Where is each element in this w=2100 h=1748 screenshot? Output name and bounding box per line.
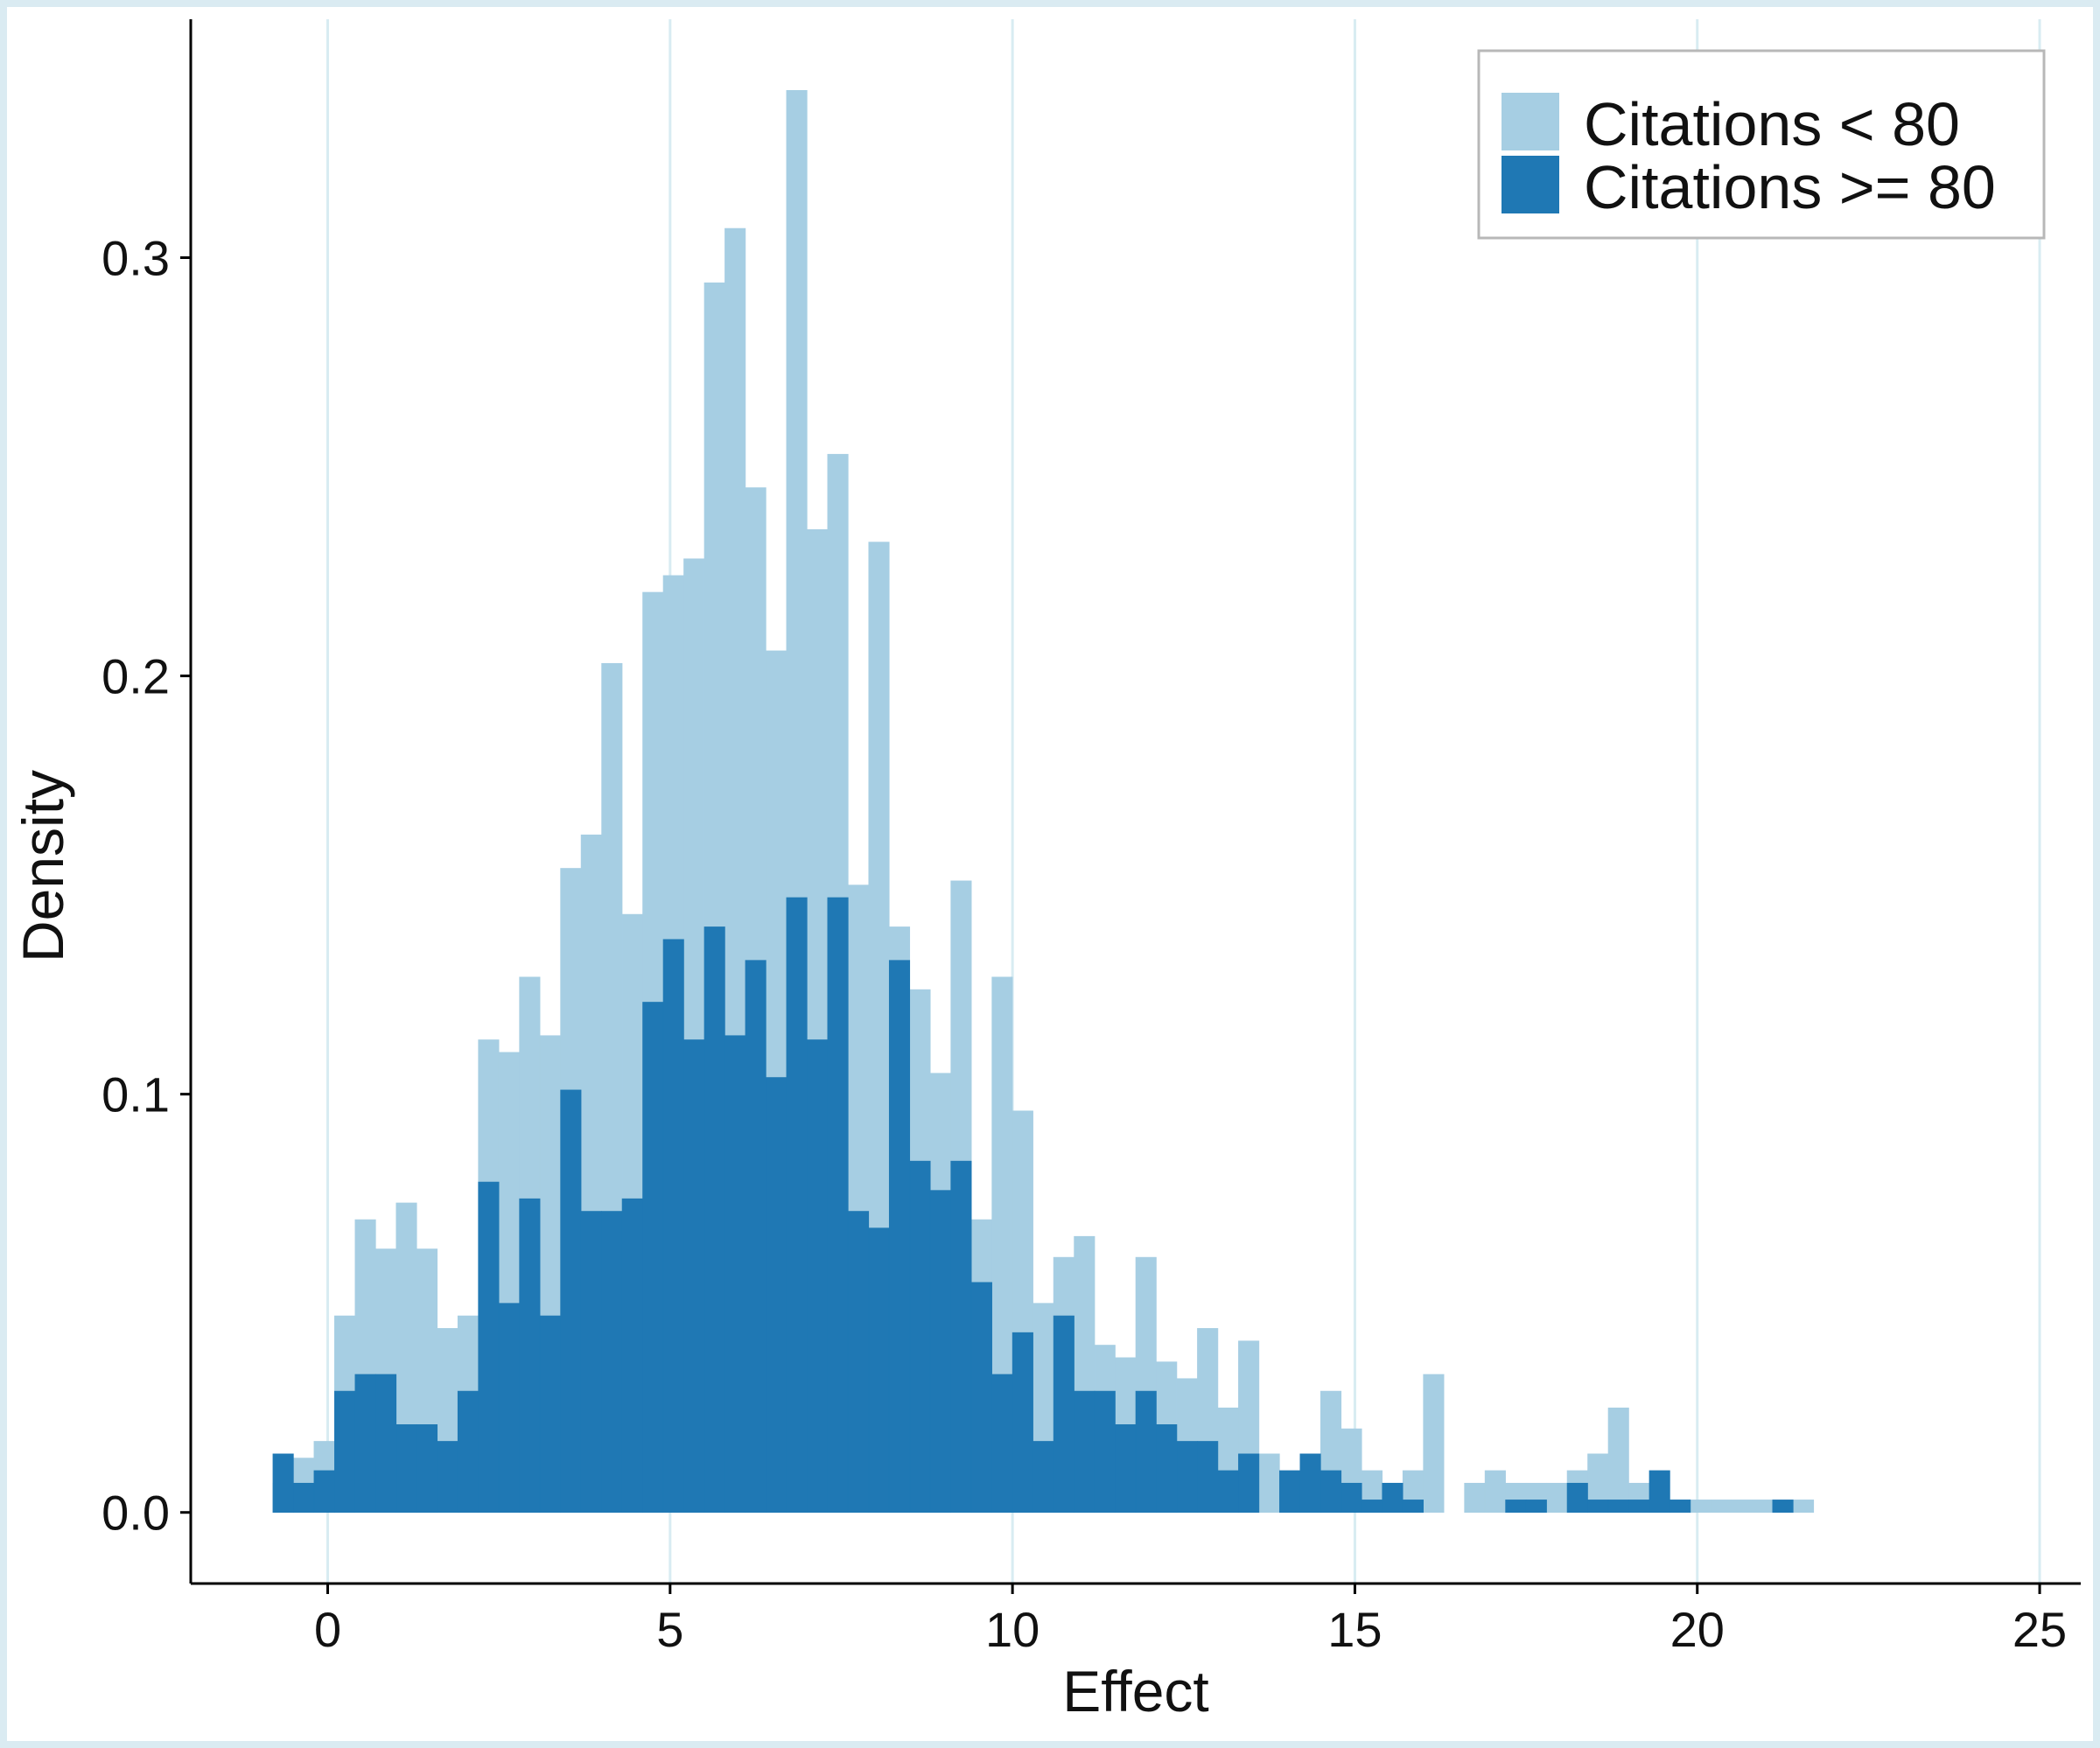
bar-citations-ge-80-51 bbox=[1320, 1470, 1342, 1514]
bar-citations-ge-80-46 bbox=[1217, 1470, 1239, 1514]
bar-citations-ge-80-25 bbox=[786, 897, 808, 1514]
bar-citations-ge-80-27 bbox=[827, 897, 849, 1514]
bar-citations-ge-80-28 bbox=[847, 1211, 870, 1514]
legend-label-citations-ge-80: Citations >= 80 bbox=[1584, 153, 1996, 221]
bar-citations-ge-80-23 bbox=[745, 960, 766, 1514]
bar-citations-ge-80-12 bbox=[519, 1198, 541, 1514]
bar-citations-ge-80-73 bbox=[1772, 1500, 1794, 1514]
bar-citations-ge-80-22 bbox=[724, 1035, 746, 1514]
bar-citations-ge-80-13 bbox=[539, 1315, 561, 1514]
bar-citations-ge-80-7 bbox=[416, 1424, 438, 1514]
bar-citations-ge-80-10 bbox=[478, 1181, 500, 1514]
bar-citations-lt-80-70 bbox=[1711, 1500, 1732, 1514]
x-tick-label-25: 25 bbox=[2012, 1602, 2067, 1657]
bar-citations-ge-80-41 bbox=[1115, 1424, 1137, 1514]
y-tick-label-0: 0.0 bbox=[102, 1486, 170, 1541]
bar-citations-ge-80-61 bbox=[1525, 1500, 1547, 1514]
x-tick-label-0: 0 bbox=[314, 1602, 341, 1657]
bar-citations-ge-80-55 bbox=[1402, 1500, 1424, 1514]
bar-citations-ge-80-17 bbox=[621, 1198, 643, 1514]
legend-swatch-citations-ge-80 bbox=[1502, 156, 1559, 213]
bar-citations-ge-80-52 bbox=[1340, 1482, 1362, 1514]
bar-citations-ge-80-39 bbox=[1074, 1390, 1096, 1514]
bar-citations-lt-80-58 bbox=[1464, 1482, 1486, 1514]
bar-citations-lt-80-65 bbox=[1607, 1407, 1629, 1514]
bar-citations-ge-80-26 bbox=[807, 1039, 829, 1514]
legend-label-citations-lt-80: Citations < 80 bbox=[1584, 90, 1960, 158]
bar-citations-ge-80-68 bbox=[1670, 1500, 1691, 1514]
bar-citations-ge-80-40 bbox=[1094, 1390, 1116, 1514]
bar-citations-ge-80-47 bbox=[1238, 1453, 1260, 1514]
bar-citations-ge-80-33 bbox=[950, 1160, 972, 1514]
bar-citations-ge-80-65 bbox=[1607, 1500, 1629, 1514]
series-citations-ge-80 bbox=[272, 897, 1794, 1514]
bar-citations-ge-80-11 bbox=[498, 1303, 520, 1514]
y-tick-label-2: 0.2 bbox=[102, 649, 170, 704]
bar-citations-lt-80-62 bbox=[1546, 1482, 1568, 1514]
bar-citations-ge-80-19 bbox=[662, 939, 684, 1514]
bar-citations-lt-80-74 bbox=[1793, 1500, 1815, 1514]
x-tick-label-20: 20 bbox=[1670, 1602, 1725, 1657]
bar-citations-ge-80-37 bbox=[1032, 1441, 1054, 1514]
bar-citations-ge-80-15 bbox=[580, 1211, 602, 1514]
x-tick-label-5: 5 bbox=[656, 1602, 683, 1657]
bar-citations-ge-80-18 bbox=[642, 1002, 664, 1514]
bar-citations-ge-80-42 bbox=[1135, 1390, 1157, 1514]
bar-citations-ge-80-8 bbox=[437, 1441, 458, 1514]
bar-citations-ge-80-60 bbox=[1505, 1500, 1527, 1514]
bar-citations-ge-80-49 bbox=[1279, 1470, 1301, 1514]
bar-citations-lt-80-48 bbox=[1258, 1453, 1280, 1514]
bar-citations-lt-80-71 bbox=[1731, 1500, 1753, 1514]
x-tick-label-15: 15 bbox=[1327, 1602, 1382, 1657]
bar-citations-ge-80-5 bbox=[374, 1374, 397, 1514]
y-axis-title: Density bbox=[10, 770, 75, 962]
bar-citations-ge-80-16 bbox=[601, 1211, 623, 1514]
y-tick-label-3: 0.3 bbox=[102, 231, 170, 286]
bar-citations-ge-80-34 bbox=[970, 1282, 992, 1514]
bar-citations-ge-80-45 bbox=[1197, 1441, 1219, 1514]
bar-citations-ge-80-29 bbox=[868, 1227, 890, 1514]
bar-citations-ge-80-63 bbox=[1566, 1482, 1588, 1514]
legend: Citations < 80 Citations >= 80 bbox=[1477, 49, 2046, 240]
bar-citations-ge-80-31 bbox=[909, 1160, 931, 1514]
bar-citations-ge-80-20 bbox=[683, 1039, 705, 1514]
legend-swatch-citations-lt-80 bbox=[1502, 93, 1559, 150]
bar-citations-ge-80-24 bbox=[766, 1077, 788, 1514]
bar-citations-ge-80-3 bbox=[334, 1390, 356, 1514]
y-tick-label-1: 0.1 bbox=[102, 1067, 170, 1122]
bar-citations-ge-80-38 bbox=[1053, 1315, 1074, 1514]
legend-box bbox=[1477, 49, 2046, 240]
bar-citations-lt-80-56 bbox=[1423, 1374, 1445, 1514]
bar-citations-ge-80-53 bbox=[1361, 1500, 1383, 1514]
bar-citations-ge-80-32 bbox=[929, 1190, 951, 1514]
bar-citations-ge-80-21 bbox=[704, 926, 725, 1514]
bar-citations-ge-80-50 bbox=[1299, 1453, 1321, 1514]
bar-citations-ge-80-35 bbox=[991, 1374, 1013, 1514]
bar-citations-ge-80-54 bbox=[1382, 1482, 1404, 1514]
bar-citations-ge-80-66 bbox=[1628, 1500, 1650, 1514]
bar-citations-ge-80-4 bbox=[354, 1374, 376, 1514]
bar-citations-ge-80-43 bbox=[1156, 1424, 1178, 1514]
bar-citations-lt-80-69 bbox=[1690, 1500, 1712, 1514]
bar-citations-lt-80-72 bbox=[1752, 1500, 1774, 1514]
x-tick-label-10: 10 bbox=[985, 1602, 1040, 1657]
x-axis-title: Effect bbox=[1062, 1659, 1209, 1724]
tick-labels: 0 5 10 15 20 25 0.0 0.1 0.2 0.3 bbox=[102, 231, 2067, 1657]
bar-citations-ge-80-1 bbox=[293, 1482, 315, 1514]
bar-citations-ge-80-36 bbox=[1012, 1332, 1033, 1514]
bar-citations-ge-80-2 bbox=[313, 1470, 335, 1514]
bar-citations-ge-80-14 bbox=[560, 1089, 582, 1514]
bar-citations-ge-80-6 bbox=[396, 1424, 417, 1514]
bar-citations-ge-80-9 bbox=[457, 1390, 479, 1514]
bar-citations-ge-80-67 bbox=[1648, 1470, 1670, 1514]
bar-citations-ge-80-64 bbox=[1587, 1500, 1609, 1514]
bar-citations-lt-80-59 bbox=[1484, 1470, 1506, 1514]
bar-citations-ge-80-30 bbox=[888, 960, 911, 1514]
bar-citations-ge-80-0 bbox=[272, 1453, 294, 1514]
axes bbox=[180, 19, 2081, 1594]
bar-citations-ge-80-44 bbox=[1176, 1441, 1198, 1514]
